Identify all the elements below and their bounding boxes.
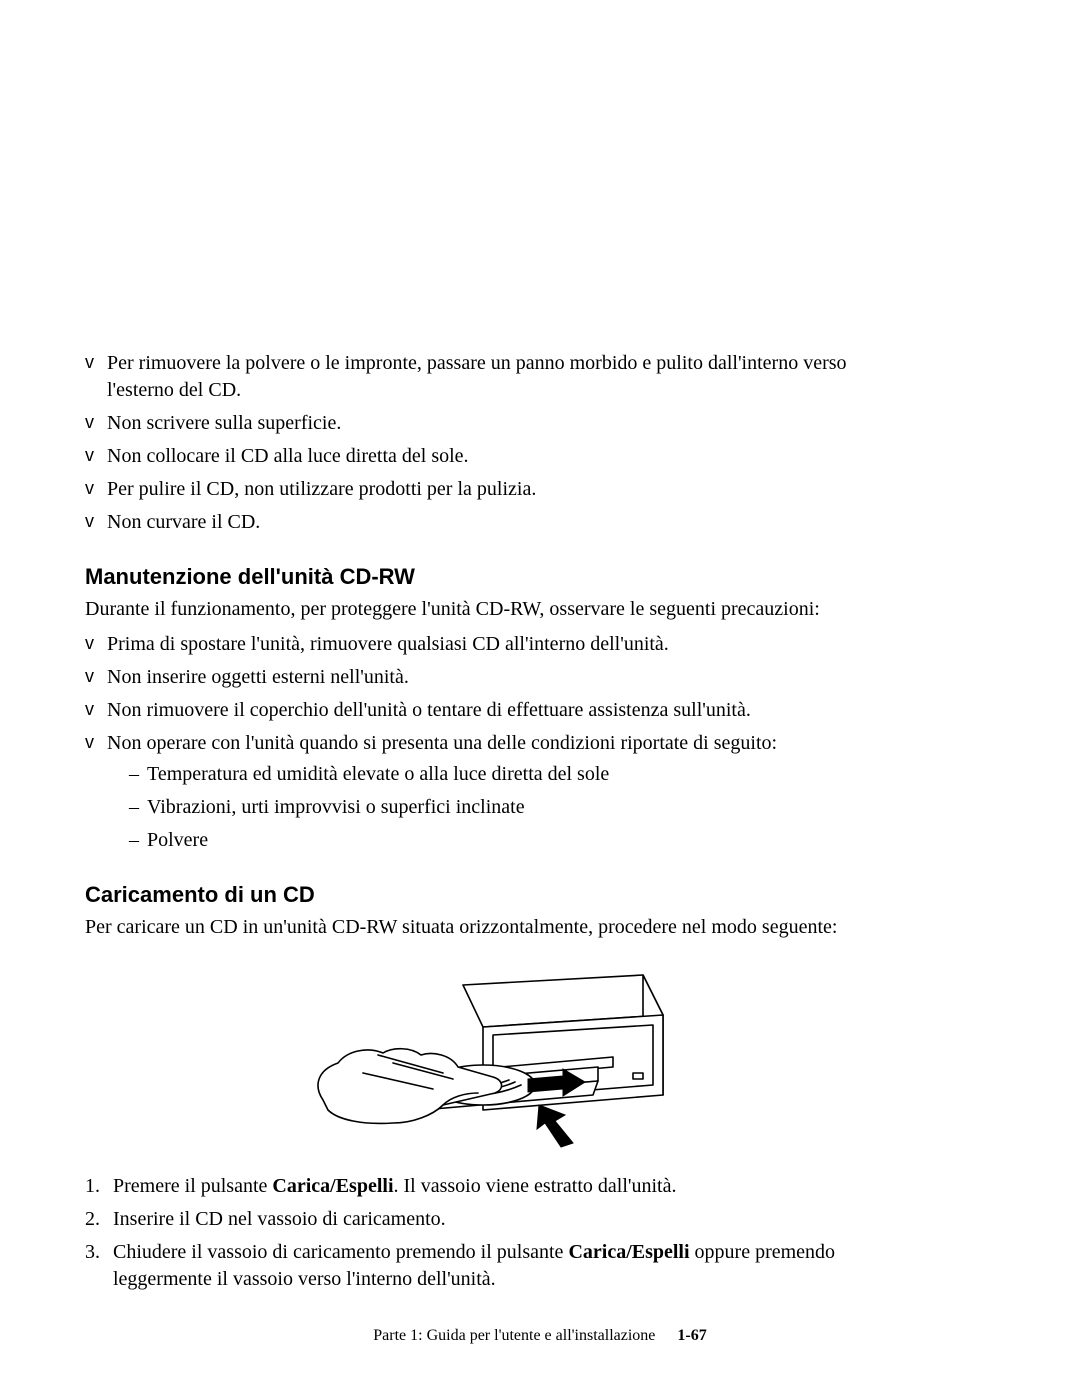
section-heading-maintenance: Manutenzione dell'unità CD-RW: [85, 564, 880, 590]
list-item: Non curvare il CD.: [85, 509, 880, 536]
section1-intro: Durante il funzionamento, per proteggere…: [85, 596, 880, 623]
list-item: Non scrivere sulla superficie.: [85, 410, 880, 437]
list-item-text: Non rimuovere il coperchio dell'unità o …: [107, 699, 751, 721]
list-item-text: Vibrazioni, urti improvvisi o superfici …: [147, 796, 525, 818]
list-item-text: Non collocare il CD alla luce diretta de…: [107, 445, 469, 467]
list-item: 3. Chiudere il vassoio di caricamento pr…: [85, 1239, 880, 1293]
step-text-bold: Carica/Espelli: [568, 1241, 689, 1263]
top-bullet-list: Per rimuovere la polvere o le impronte, …: [85, 350, 880, 536]
list-item: Non operare con l'unità quando si presen…: [85, 730, 880, 854]
section2-intro: Per caricare un CD in un'unità CD-RW sit…: [85, 914, 880, 941]
step-number: 3.: [85, 1239, 100, 1266]
list-item-text: Prima di spostare l'unità, rimuovere qua…: [107, 633, 669, 655]
loading-steps-list: 1. Premere il pulsante Carica/Espelli. I…: [85, 1173, 880, 1293]
list-item-text: Non operare con l'unità quando si presen…: [107, 732, 777, 754]
list-item: 1. Premere il pulsante Carica/Espelli. I…: [85, 1173, 880, 1200]
list-item: Non inserire oggetti esterni nell'unità.: [85, 664, 880, 691]
step-text-bold: Carica/Espelli: [272, 1175, 393, 1197]
list-item-text: Non curvare il CD.: [107, 511, 260, 533]
list-item-text: Polvere: [147, 829, 208, 851]
step-text-pre: Chiudere il vassoio di caricamento preme…: [113, 1241, 568, 1263]
list-item-text: Per pulire il CD, non utilizzare prodott…: [107, 478, 536, 500]
list-item-text: Temperatura ed umidità elevate o alla lu…: [147, 763, 609, 785]
list-item: Per rimuovere la polvere o le impronte, …: [85, 350, 880, 404]
list-item: Polvere: [129, 827, 880, 854]
list-item: Temperatura ed umidità elevate o alla lu…: [129, 761, 880, 788]
list-item: Non collocare il CD alla luce diretta de…: [85, 443, 880, 470]
list-item-text: Non scrivere sulla superficie.: [107, 412, 341, 434]
list-item: Per pulire il CD, non utilizzare prodott…: [85, 476, 880, 503]
loading-cd-figure: [293, 955, 673, 1155]
footer-text: Parte 1: Guida per l'utente e all'instal…: [373, 1327, 655, 1344]
step-text-post: . Il vassoio viene estratto dall'unità.: [394, 1175, 677, 1197]
page-number: 1-67: [677, 1327, 706, 1344]
step-text-pre: Inserire il CD nel vassoio di caricament…: [113, 1208, 446, 1230]
list-item-text: Non inserire oggetti esterni nell'unità.: [107, 666, 409, 688]
list-item-text: Per rimuovere la polvere o le impronte, …: [107, 352, 847, 401]
list-item: Prima di spostare l'unità, rimuovere qua…: [85, 631, 880, 658]
list-item: Non rimuovere il coperchio dell'unità o …: [85, 697, 880, 724]
page-footer: Parte 1: Guida per l'utente e all'instal…: [0, 1327, 1080, 1345]
section1-bullet-list: Prima di spostare l'unità, rimuovere qua…: [85, 631, 880, 854]
step-text-pre: Premere il pulsante: [113, 1175, 272, 1197]
document-page: Per rimuovere la polvere o le impronte, …: [0, 0, 1080, 1397]
list-item: 2. Inserire il CD nel vassoio di caricam…: [85, 1206, 880, 1233]
section-heading-loading: Caricamento di un CD: [85, 882, 880, 908]
list-item: Vibrazioni, urti improvvisi o superfici …: [129, 794, 880, 821]
section1-sub-list: Temperatura ed umidità elevate o alla lu…: [107, 761, 880, 854]
step-number: 2.: [85, 1206, 100, 1233]
step-number: 1.: [85, 1173, 100, 1200]
